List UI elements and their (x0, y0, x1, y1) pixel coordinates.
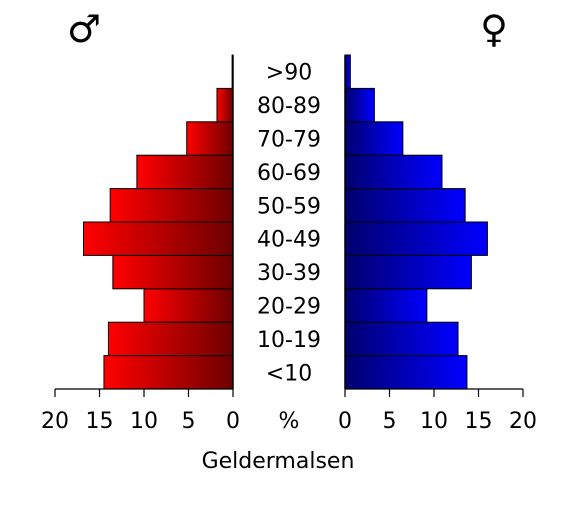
female-tick-label: 15 (465, 409, 493, 434)
male-symbol-icon: ♂ (67, 7, 101, 51)
male-tick-label: 0 (226, 409, 240, 434)
female-bar (344, 355, 468, 390)
male-axis: 20 15 10 5 0 (41, 388, 240, 434)
female-bar (344, 121, 404, 156)
age-group-label: <10 (266, 361, 312, 386)
female-tick-label: 5 (383, 409, 397, 434)
male-tick-label: 5 (182, 409, 196, 434)
female-bar (344, 154, 443, 190)
male-bar (82, 221, 234, 256)
female-bar (344, 221, 488, 256)
female-bars (344, 54, 488, 390)
female-symbol-icon: ♀ (480, 7, 508, 51)
male-tick-label: 15 (86, 409, 114, 434)
age-group-label: 40-49 (257, 228, 321, 253)
female-bar (344, 188, 466, 223)
unit-label: % (279, 409, 300, 434)
female-bar (344, 288, 428, 323)
male-bars (82, 54, 234, 390)
female-tick-label: 10 (420, 409, 448, 434)
age-group-label: 10-19 (257, 328, 321, 353)
chart-title: Geldermalsen (202, 449, 355, 474)
age-group-label: >90 (266, 61, 312, 86)
age-group-label: 50-59 (257, 194, 321, 219)
male-tick-label: 20 (41, 409, 69, 434)
female-tick-label: 0 (338, 409, 352, 434)
female-bar (344, 54, 351, 89)
male-bar (143, 288, 234, 323)
female-bar (344, 87, 375, 123)
age-group-label: 80-89 (257, 94, 321, 119)
age-labels: <10 10-19 20-29 30-39 40-49 50-59 60-69 70-79 80… (257, 61, 321, 387)
male-bar (112, 254, 234, 290)
male-bar (216, 87, 234, 123)
male-bar (186, 121, 234, 156)
female-bar (344, 321, 459, 357)
age-group-label: 20-29 (257, 295, 321, 320)
female-tick-label: 20 (509, 409, 537, 434)
male-bar (107, 321, 234, 357)
age-group-label: 70-79 (257, 128, 321, 153)
male-bar (136, 154, 234, 190)
age-group-label: 60-69 (257, 161, 321, 186)
male-tick-label: 10 (130, 409, 158, 434)
age-group-label: 30-39 (257, 261, 321, 286)
female-bar (344, 254, 472, 290)
male-bar (103, 355, 234, 390)
female-axis: 0 5 10 15 20 (338, 388, 537, 434)
male-bar (109, 188, 234, 223)
